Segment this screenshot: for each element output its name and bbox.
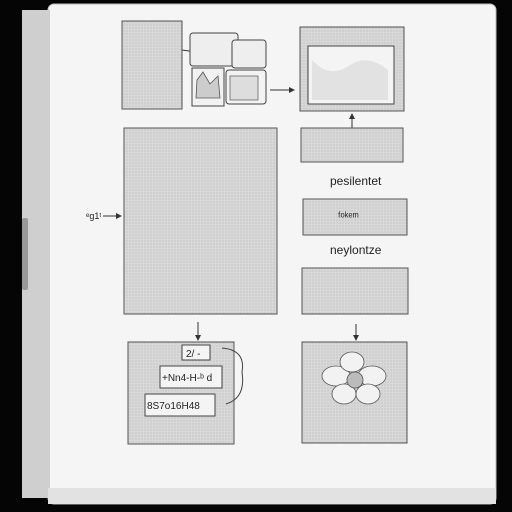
thumbnail-cluster — [189, 32, 267, 107]
right-label-1: pesilentet — [330, 174, 382, 188]
page-bottom-edge — [48, 488, 496, 504]
thumb-bottom-1-sketch — [195, 71, 221, 99]
thumb-top-2 — [231, 39, 267, 69]
right-panel-2-text: ᶠᵒᵏᵉᵐ — [338, 211, 359, 223]
top-right-window-fade — [312, 60, 388, 100]
thumb-top-1 — [189, 32, 239, 67]
flower-illustration — [321, 351, 387, 405]
tag-3-box — [144, 393, 216, 417]
left-arrow-label: ᵉg1ᵗ — [86, 211, 101, 221]
top-left-panel — [121, 20, 183, 110]
bottom-left-connector — [221, 347, 244, 405]
large-center-panel — [123, 127, 278, 315]
right-panel-1 — [300, 127, 404, 163]
thumb-bottom-2-inner — [229, 75, 259, 101]
binder-clip — [22, 218, 28, 290]
tag-2: +Nn4-H-ᵇ d — [162, 373, 212, 384]
tag-3: 8S7o16H48 — [147, 401, 200, 412]
tag-1-box — [181, 344, 211, 361]
tag-2-box — [159, 365, 223, 389]
right-label-2: neylontze — [330, 243, 382, 257]
bottom-left-panel — [127, 341, 235, 445]
right-panel-3 — [301, 267, 409, 315]
tag-1: 2/ - — [186, 349, 200, 360]
right-panel-2 — [302, 198, 408, 236]
